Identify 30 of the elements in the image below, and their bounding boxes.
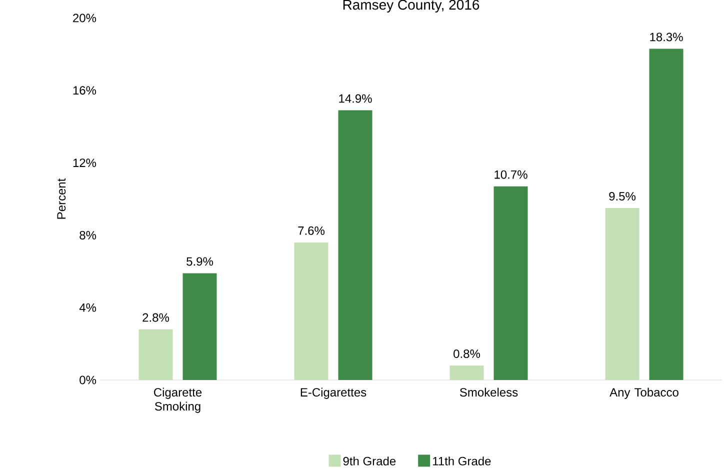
y-tick-label: 12% (73, 158, 96, 168)
y-tick-label: 16% (73, 86, 96, 95)
text: 7.6% (298, 226, 325, 235)
bar (294, 242, 328, 380)
x-tick-label: Smokeless (460, 388, 518, 397)
text: 0.8% (454, 350, 480, 358)
y-tick-label: 4% (79, 303, 96, 312)
x-tick-label: E-Cigarettes (300, 388, 366, 399)
chart-title: Ramsey County, 2016 (343, 0, 480, 12)
bar (338, 110, 372, 380)
bar (494, 186, 528, 380)
text: 2.8% (142, 313, 170, 322)
bar (450, 366, 484, 380)
y-tick-label: 20% (73, 14, 96, 22)
bar (649, 48, 684, 380)
bar (605, 208, 640, 380)
text: 5.9% (186, 257, 214, 266)
text: 9.5% (609, 192, 636, 201)
x-tick-label: Any Tobacco (610, 388, 678, 399)
y-tick-label: 8% (80, 230, 96, 240)
bar (138, 329, 173, 380)
text: 18.3% (650, 32, 683, 42)
text: 14.9% (339, 94, 372, 103)
legend-label: 11th Grade (433, 456, 491, 466)
y-tick-label: 0% (80, 376, 96, 384)
y-axis-title: Percent (57, 178, 66, 219)
bar (182, 273, 217, 380)
legend-label: 9th Grade (343, 456, 396, 466)
x-tick-label: Cigarette Smoking (154, 388, 202, 413)
text: 10.7% (494, 170, 528, 179)
